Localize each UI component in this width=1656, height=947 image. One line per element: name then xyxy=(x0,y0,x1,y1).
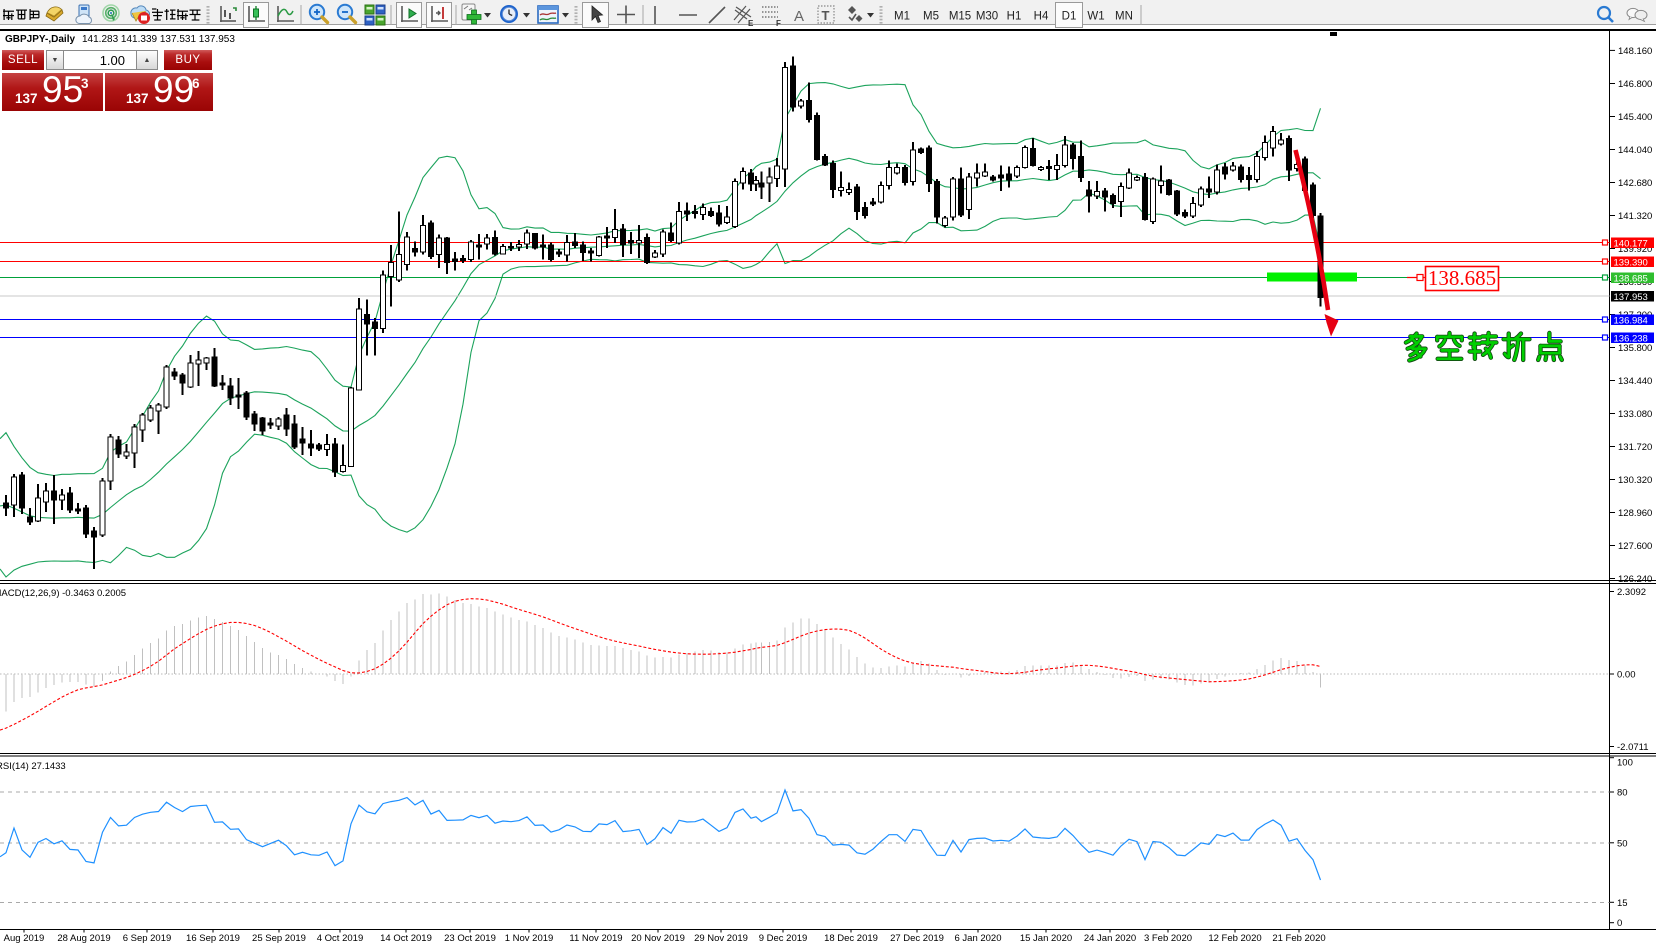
svg-text:27 Dec 2019: 27 Dec 2019 xyxy=(890,933,944,944)
svg-text:14 Oct 2019: 14 Oct 2019 xyxy=(380,933,432,944)
svg-text:MN: MN xyxy=(1115,11,1133,23)
svg-text:RSI(14) 27.1433: RSI(14) 27.1433 xyxy=(0,761,66,772)
svg-text:136.238: 136.238 xyxy=(1614,333,1648,344)
svg-text:9 Dec 2019: 9 Dec 2019 xyxy=(759,933,808,944)
svg-text:131.720: 131.720 xyxy=(1618,442,1652,453)
svg-text:139.390: 139.390 xyxy=(1614,257,1648,268)
svg-text:2.3092: 2.3092 xyxy=(1617,587,1646,598)
svg-text:-2.0711: -2.0711 xyxy=(1617,742,1649,753)
svg-text:128.960: 128.960 xyxy=(1618,508,1652,519)
svg-text:144.040: 144.040 xyxy=(1618,145,1652,156)
svg-text:145.400: 145.400 xyxy=(1618,112,1652,123)
svg-text:100: 100 xyxy=(1617,758,1633,769)
svg-text:M1: M1 xyxy=(894,11,910,23)
svg-text:15: 15 xyxy=(1617,898,1628,909)
svg-text:21 Feb 2020: 21 Feb 2020 xyxy=(1272,933,1325,944)
svg-text:25 Sep 2019: 25 Sep 2019 xyxy=(252,933,306,944)
svg-text:0: 0 xyxy=(1617,918,1622,929)
svg-text:146.800: 146.800 xyxy=(1618,79,1652,90)
svg-text:M15: M15 xyxy=(949,11,971,23)
svg-text:0.00: 0.00 xyxy=(1617,670,1636,681)
svg-text:4 Oct 2019: 4 Oct 2019 xyxy=(317,933,363,944)
svg-text:138.685: 138.685 xyxy=(1428,266,1496,290)
svg-text:1 Nov 2019: 1 Nov 2019 xyxy=(505,933,554,944)
svg-text:28 Aug 2019: 28 Aug 2019 xyxy=(57,933,110,944)
svg-text:3 Feb 2020: 3 Feb 2020 xyxy=(1144,933,1192,944)
svg-text:18 Dec 2019: 18 Dec 2019 xyxy=(824,933,878,944)
svg-text:F: F xyxy=(776,19,781,28)
svg-text:GBPJPY-,Daily: GBPJPY-,Daily xyxy=(5,34,75,45)
svg-text:139.920: 139.920 xyxy=(1618,244,1652,255)
svg-text:134.440: 134.440 xyxy=(1618,376,1652,387)
svg-text:23 Oct 2019: 23 Oct 2019 xyxy=(444,933,496,944)
svg-text:T: T xyxy=(822,8,830,23)
svg-text:12 Feb 2020: 12 Feb 2020 xyxy=(1208,933,1261,944)
svg-text:6 Jan 2020: 6 Jan 2020 xyxy=(954,933,1001,944)
svg-text:A: A xyxy=(794,8,804,25)
svg-text:MACD(12,26,9) -0.3463 0.2005: MACD(12,26,9) -0.3463 0.2005 xyxy=(0,588,126,599)
svg-text:133.080: 133.080 xyxy=(1618,409,1652,420)
svg-text:6 Sep 2019: 6 Sep 2019 xyxy=(123,933,172,944)
svg-text:D1: D1 xyxy=(1062,11,1077,23)
svg-text:136.984: 136.984 xyxy=(1614,315,1648,326)
svg-text:H1: H1 xyxy=(1007,11,1022,23)
svg-text:H4: H4 xyxy=(1034,11,1049,23)
svg-text:126.240: 126.240 xyxy=(1618,574,1652,585)
svg-text:137.953: 137.953 xyxy=(1614,292,1648,303)
svg-text:M5: M5 xyxy=(923,11,939,23)
svg-text:20 Nov 2019: 20 Nov 2019 xyxy=(631,933,685,944)
svg-text:141.320: 141.320 xyxy=(1618,211,1652,222)
svg-text:140.177: 140.177 xyxy=(1614,238,1648,249)
svg-text:W1: W1 xyxy=(1087,11,1104,23)
svg-text:127.600: 127.600 xyxy=(1618,541,1652,552)
svg-text:Aug 2019: Aug 2019 xyxy=(4,933,45,944)
svg-text:M30: M30 xyxy=(976,11,998,23)
svg-text:11 Nov 2019: 11 Nov 2019 xyxy=(569,933,622,944)
svg-text:24 Jan 2020: 24 Jan 2020 xyxy=(1084,933,1136,944)
svg-text:148.160: 148.160 xyxy=(1618,46,1652,57)
svg-text:138.685: 138.685 xyxy=(1614,273,1648,284)
svg-text:80: 80 xyxy=(1617,788,1628,799)
svg-text:15 Jan 2020: 15 Jan 2020 xyxy=(1020,933,1072,944)
svg-text:16 Sep 2019: 16 Sep 2019 xyxy=(186,933,240,944)
svg-text:50: 50 xyxy=(1617,838,1628,849)
svg-text:E: E xyxy=(748,19,754,28)
svg-text:142.680: 142.680 xyxy=(1618,178,1652,189)
svg-text:130.320: 130.320 xyxy=(1618,475,1652,486)
svg-text:141.283 141.339 137.531 137.95: 141.283 141.339 137.531 137.953 xyxy=(82,34,235,45)
svg-text:29 Nov 2019: 29 Nov 2019 xyxy=(694,933,748,944)
svg-text:135.800: 135.800 xyxy=(1618,343,1652,354)
